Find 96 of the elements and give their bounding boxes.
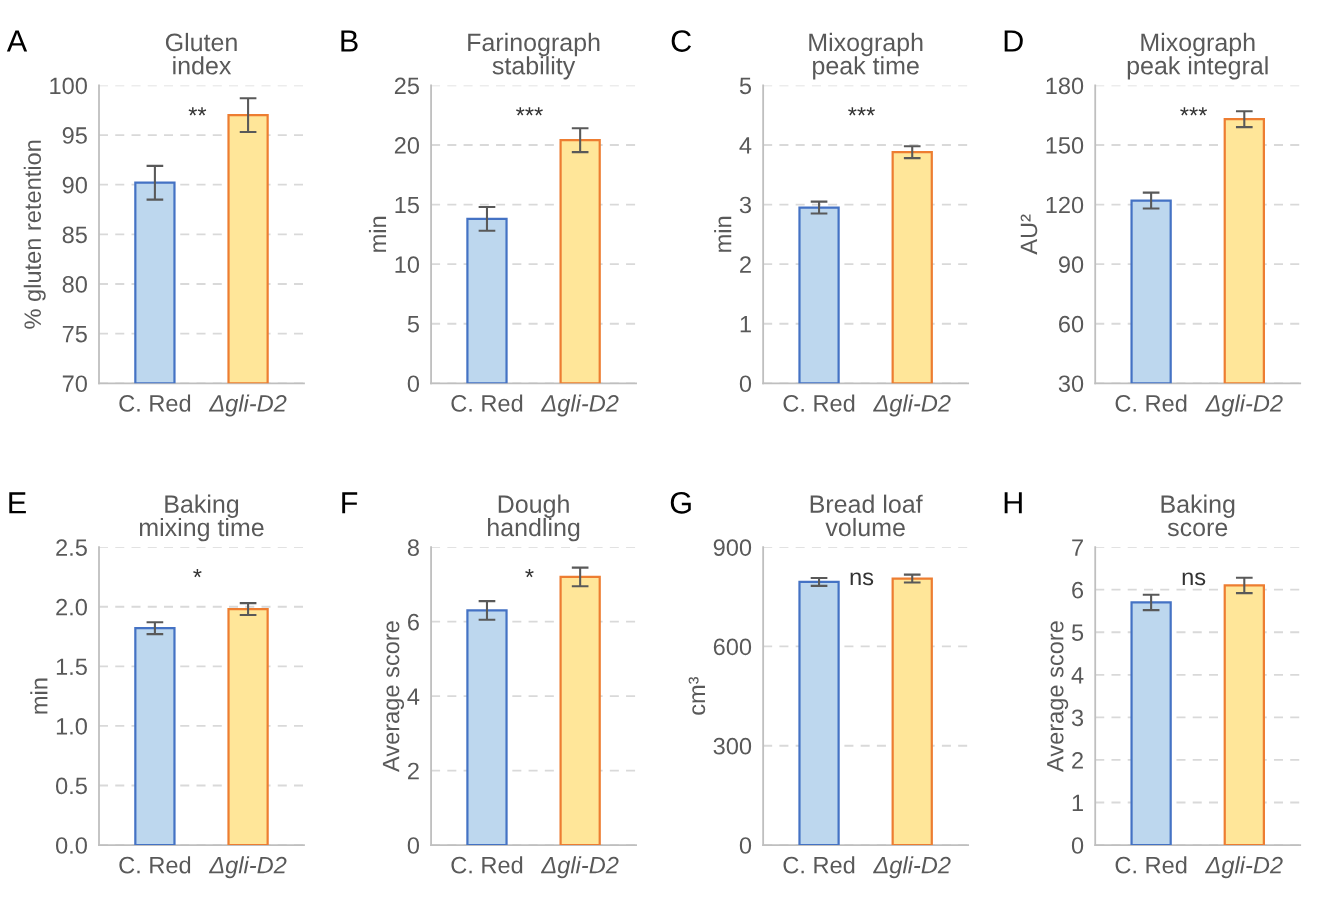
y-tick-label: 120 <box>1046 196 1084 214</box>
y-tick-label: 0 <box>739 375 752 393</box>
y-tick-label: 6 <box>1072 581 1084 599</box>
chart-title: Dough handling <box>488 494 580 542</box>
y-tick-label: 1 <box>1072 794 1083 812</box>
text: B <box>341 30 358 52</box>
y-tick-label: 0.0 <box>55 837 87 854</box>
y-tick-label: 0 <box>407 375 420 393</box>
annotation: ns <box>850 572 874 586</box>
text: H <box>1004 492 1022 514</box>
y-tick-label: 0.5 <box>55 777 87 795</box>
y-tick-label: 80 <box>62 276 87 293</box>
y-tick-label: 60 <box>1059 315 1084 333</box>
annotation: ** <box>188 107 207 116</box>
x-tick-label: C. Red <box>451 394 523 412</box>
y-tick-label: 3 <box>739 196 751 214</box>
y-tick-label: 5 <box>739 77 752 95</box>
y-tick-label: 30 <box>1058 375 1084 393</box>
annotation: ns <box>1182 572 1206 586</box>
annotation: *** <box>1180 107 1208 116</box>
x-tick-label: C. Red <box>1115 394 1187 412</box>
x-tick-label: C. Red <box>451 856 523 874</box>
y-tick-label: 10 <box>395 256 420 273</box>
y-tick-label: 300 <box>713 737 752 755</box>
text: A <box>6 30 28 52</box>
text: C <box>671 30 692 52</box>
x-tick-label: Δgli-D2 <box>540 856 619 879</box>
y-tick-label: 1.0 <box>56 717 87 735</box>
chart-title: Mixograph peak integral <box>1127 32 1268 80</box>
x-tick-label: C. Red <box>119 856 191 874</box>
y-axis-title: Average score <box>382 621 405 772</box>
y-axis-title: min <box>368 216 387 252</box>
y-tick-label: 2 <box>740 256 751 273</box>
y-axis-title: min <box>714 216 732 252</box>
y-tick-label: 15 <box>395 196 419 214</box>
y-tick-label: 0 <box>1071 837 1084 854</box>
y-tick-label: 70 <box>62 375 87 393</box>
annotation: * <box>525 568 534 578</box>
y-tick-label: 90 <box>62 176 87 194</box>
y-tick-label: 7 <box>1072 539 1083 556</box>
y-tick-label: 4 <box>739 137 752 154</box>
y-tick-label: 2 <box>1072 752 1083 769</box>
x-tick-label: C. Red <box>119 394 191 412</box>
chart-title: Baking mixing time <box>139 494 264 542</box>
text: F <box>342 492 358 514</box>
y-tick-label: 20 <box>394 137 420 154</box>
chart-title: Bread loaf volume <box>810 494 923 537</box>
chart-title: Farinograph stability <box>468 32 600 80</box>
y-tick-label: 600 <box>713 638 752 656</box>
y-axis-title: cm³ <box>688 676 706 715</box>
y-tick-label: 150 <box>1046 137 1084 154</box>
annotation: *** <box>848 107 875 116</box>
y-tick-label: 3 <box>1071 709 1084 727</box>
x-tick-label: C. Red <box>783 856 855 874</box>
y-axis-title: Average score <box>1047 621 1069 772</box>
x-tick-label: Δgli-D2 <box>208 394 287 417</box>
chart-title: Mixograph peak time <box>809 32 923 80</box>
x-tick-label: Δgli-D2 <box>540 394 619 417</box>
y-tick-label: 2.5 <box>56 539 87 556</box>
y-tick-label: 4 <box>1071 667 1084 684</box>
annotation: *** <box>516 107 543 116</box>
annotation: * <box>193 568 202 578</box>
y-tick-label: 5 <box>407 316 419 333</box>
x-tick-label: C. Red <box>783 394 855 412</box>
x-tick-label: Δgli-D2 <box>208 856 287 879</box>
y-tick-label: 180 <box>1046 77 1084 95</box>
y-tick-label: 1 <box>740 316 751 333</box>
y-axis-title: % gluten retention <box>23 140 46 329</box>
chart-title: Baking score <box>1161 494 1235 537</box>
x-tick-label: C. Red <box>1115 856 1187 874</box>
x-tick-label: Δgli-D2 <box>873 394 951 417</box>
y-tick-label: 95 <box>62 127 87 144</box>
text: E <box>9 492 26 514</box>
y-tick-label: 900 <box>713 539 752 556</box>
chart-title: Gluten index <box>165 32 237 75</box>
y-tick-label: 5 <box>1071 624 1084 642</box>
y-axis-title: min <box>30 678 48 714</box>
y-tick-label: 4 <box>407 688 420 705</box>
text: G <box>670 492 691 514</box>
y-tick-label: 1.5 <box>56 658 87 676</box>
y-tick-label: 6 <box>408 613 419 631</box>
text: D <box>1004 30 1023 52</box>
y-tick-label: 25 <box>394 77 419 95</box>
y-tick-label: 2 <box>408 762 419 780</box>
y-tick-label: 0 <box>739 837 752 854</box>
y-tick-label: 8 <box>407 539 419 556</box>
y-axis-title: AU² <box>1020 214 1038 255</box>
x-tick-label: Δgli-D2 <box>1205 394 1283 417</box>
x-tick-label: Δgli-D2 <box>873 856 951 879</box>
y-tick-label: 2.0 <box>56 598 87 616</box>
y-tick-label: 85 <box>62 226 87 244</box>
y-tick-label: 0 <box>407 837 420 854</box>
y-tick-label: 90 <box>1058 256 1084 273</box>
y-tick-label: 75 <box>62 325 87 343</box>
y-tick-label: 100 <box>50 77 87 95</box>
x-tick-label: Δgli-D2 <box>1205 856 1283 879</box>
